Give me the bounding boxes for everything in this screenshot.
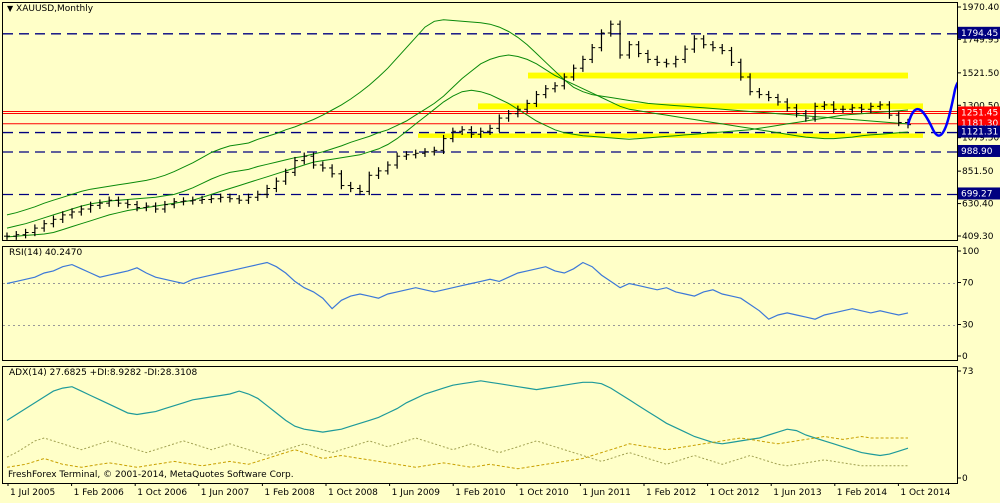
rsi-scale-axis: 100 70 30 0 <box>958 247 979 362</box>
time-tick-label: 1 Oct 2012 <box>710 488 760 498</box>
time-tick-label: 1 Oct 2006 <box>137 488 187 498</box>
time-tick-label: 1 Jul 2005 <box>10 488 55 498</box>
rsi-chart[interactable] <box>3 247 957 360</box>
price-tick-label: 409.30 <box>962 232 994 239</box>
price-label-text: 1794.45 <box>961 29 998 39</box>
price-tick-label: 1079.50 <box>962 134 999 144</box>
time-tick-label: 1 Jun 2009 <box>392 488 441 498</box>
adx-panel[interactable]: ADX(14) 27.6825 +DI:8.9282 -DI:28.3108 <box>2 366 958 484</box>
time-tick-label: 1 Oct 2008 <box>328 488 378 498</box>
adx-tick-label: 0 <box>962 474 968 482</box>
time-tick-label: 1 Jun 2011 <box>582 488 630 498</box>
price-label-box <box>958 106 1000 119</box>
price-scale[interactable]: 1970.40 1749.95 1521.50 1300.50 1079.50 851.5… <box>958 2 1000 242</box>
price-tick-label: 630.40 <box>962 200 994 210</box>
rsi-tick-label: 30 <box>962 321 974 331</box>
rsi-tick-label: 70 <box>962 279 974 289</box>
time-tick-label: 1 Feb 2014 <box>837 488 888 498</box>
time-tick-label: 1 Jun 2013 <box>773 488 821 498</box>
time-tick-label: 1 Feb 2008 <box>264 488 315 498</box>
rsi-panel[interactable]: RSI(14) 40.2470 <box>2 246 958 361</box>
price-tick-label: 851.50 <box>962 167 994 177</box>
di-minus-line <box>6 435 908 470</box>
time-tick-label: 1 Oct 2010 <box>519 488 569 498</box>
price-chart[interactable] <box>3 3 957 240</box>
rsi-line <box>6 261 909 320</box>
time-axis[interactable]: 1 Jul 2005 1 Feb 2006 1 Oct 2006 1 Jun 2007… <box>2 483 956 500</box>
support-zone <box>478 103 923 110</box>
price-label-box <box>958 187 1000 200</box>
price-tick-label: 1970.40 <box>962 3 999 13</box>
price-label-text: 1251.45 <box>961 108 998 118</box>
adx-chart[interactable] <box>3 367 957 483</box>
price-label-text: 699.27 <box>961 189 993 199</box>
triangle-down-icon: ▼ <box>7 4 14 13</box>
forecast-curve <box>906 81 957 137</box>
rsi-tick-label: 100 <box>962 247 979 257</box>
time-tick-label: 1 Feb 2006 <box>74 488 125 498</box>
price-label-box <box>958 125 1000 138</box>
price-panel[interactable]: ▼ XAUUSD,Monthly <box>2 2 958 241</box>
symbol-label: XAUUSD,Monthly <box>16 4 94 14</box>
time-tick-label: 1 Feb 2012 <box>646 488 696 498</box>
time-tick-label: 1 Jun 2007 <box>201 488 249 498</box>
price-label-box <box>958 144 1000 157</box>
chart-title: ▼ XAUUSD,Monthly <box>7 4 93 14</box>
adx-scale[interactable]: 73 0 <box>958 366 1000 484</box>
di-plus-line <box>6 437 908 467</box>
rsi-tick-label: 0 <box>962 352 968 359</box>
bollinger-band-line <box>6 19 909 216</box>
price-label-text: 988.90 <box>961 147 993 157</box>
adx-scale-axis: 73 0 <box>958 367 973 484</box>
time-tick-label: 1 Feb 2010 <box>455 488 506 498</box>
price-scale-axis: 1970.40 1749.95 1521.50 1300.50 1079.50 851.5… <box>958 3 1000 242</box>
rsi-title: RSI(14) 40.2470 <box>9 248 83 258</box>
price-label-text: 1181.30 <box>961 119 998 129</box>
price-label-text: 1121.31 <box>961 128 998 138</box>
bollinger-band-line <box>6 54 909 229</box>
price-label-box <box>958 26 1000 39</box>
adx-title: ADX(14) 27.6825 +DI:8.9282 -DI:28.3108 <box>9 368 198 378</box>
time-axis-labels: 1 Jul 2005 1 Feb 2006 1 Oct 2006 1 Jun 2007… <box>7 483 951 498</box>
price-tick-label: 1300.50 <box>962 101 999 111</box>
copyright-footer: FreshForex Terminal, © 2001-2014, MetaQu… <box>8 470 294 480</box>
rsi-scale[interactable]: 100 70 30 0 <box>958 246 1000 362</box>
price-tick-label: 1749.95 <box>962 35 999 45</box>
price-tick-label: 1521.50 <box>962 69 999 79</box>
adx-tick-label: 73 <box>962 367 973 377</box>
time-tick-label: 1 Oct 2014 <box>900 488 950 498</box>
adx-line <box>6 380 909 457</box>
bollinger-band-line <box>6 89 909 238</box>
support-zone <box>528 72 908 79</box>
